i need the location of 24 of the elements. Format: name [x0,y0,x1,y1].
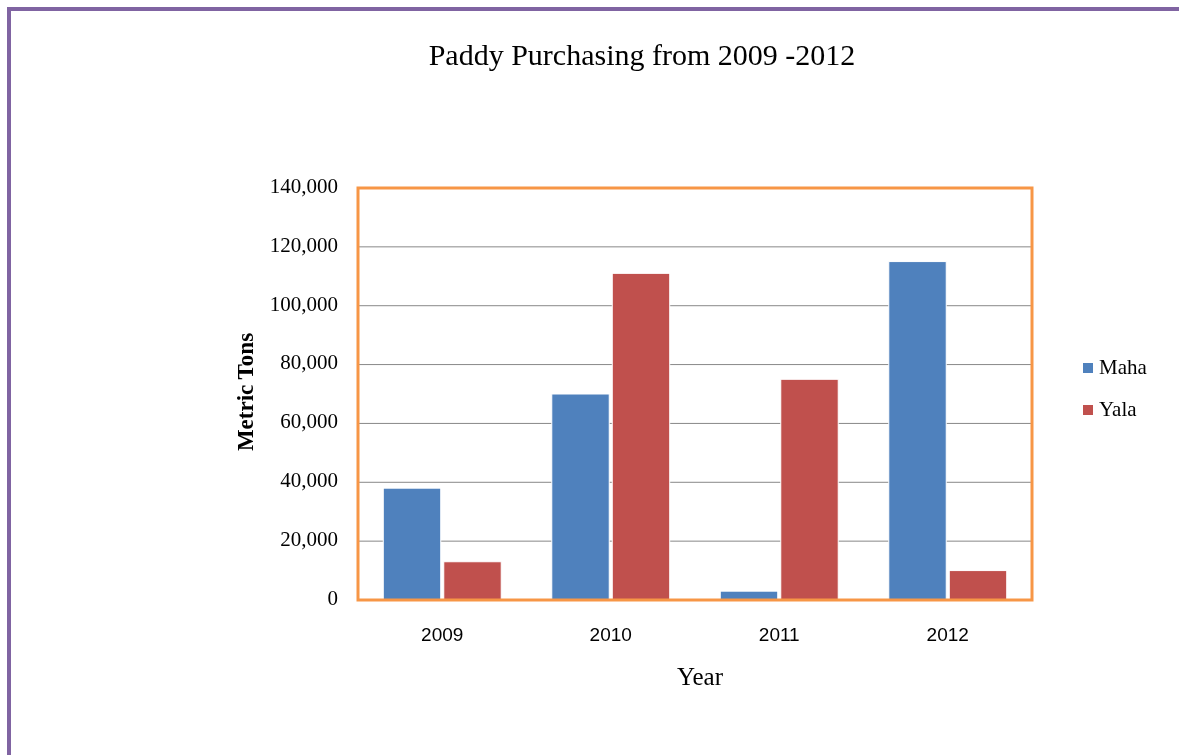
y-tick-label: 80,000 [280,350,338,375]
x-axis-title: Year [676,662,724,690]
y-tick-label: 60,000 [280,409,338,434]
x-tick-label: 2012 [926,624,969,646]
bar [443,561,502,601]
y-axis-title: Metric Tons [233,332,259,452]
legend-label: Yala [1099,396,1138,421]
bar [780,378,839,601]
y-tick-label: 20,000 [280,526,338,551]
legend-label: Maha [1099,354,1148,379]
bar [948,570,1008,601]
x-tick-label: 2011 [758,624,800,646]
chart-title: Paddy Purchasing from 2009 -2012 [428,37,856,71]
bar [551,393,610,601]
y-tick-label: 100,000 [269,291,338,316]
bar [611,272,671,601]
y-tick-label: 0 [327,585,338,610]
y-tick-label: 120,000 [269,232,338,257]
x-tick-label: 2010 [589,624,632,646]
y-tick-label: 140,000 [269,173,338,198]
y-tick-label: 40,000 [280,468,338,493]
bar [382,487,442,601]
bar [888,261,947,601]
x-tick-label: 2009 [421,624,464,646]
